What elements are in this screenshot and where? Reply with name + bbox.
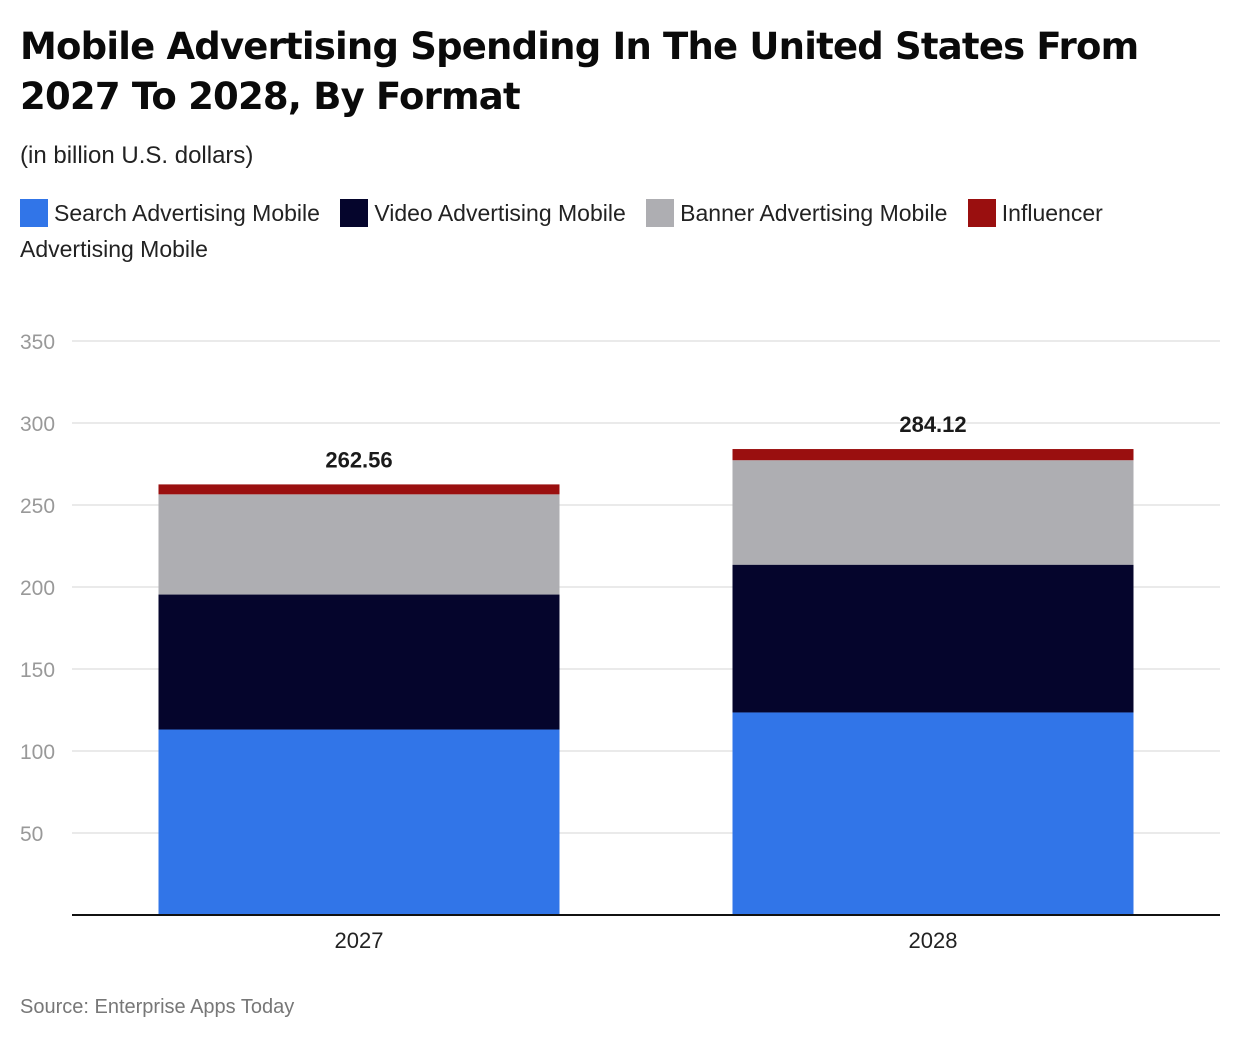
y-tick-label-350: 350 [20, 331, 55, 354]
bar-2027-search-advertising-mobile [158, 729, 560, 915]
y-tick-label-150: 150 [20, 659, 55, 682]
chart-subtitle: (in billion U.S. dollars) [20, 142, 254, 169]
legend-label-banner: Banner Advertising Mobile [680, 200, 948, 226]
y-tick-label-250: 250 [20, 495, 55, 518]
legend-item-banner: Banner Advertising Mobile [646, 199, 954, 227]
source-note: Source: Enterprise Apps Today [20, 996, 295, 1018]
total-label-2028: 284.12 [899, 412, 966, 437]
legend-item-influencer: Influencer Advertising Mobile [20, 199, 1103, 262]
y-tick-label-300: 300 [20, 413, 55, 436]
y-tick-label-200: 200 [20, 577, 55, 600]
y-tick-label-50: 50 [20, 823, 43, 846]
x-tick-label-2027: 2027 [335, 928, 384, 953]
bar-2028-influencer-advertising-mobile [732, 449, 1134, 461]
bar-2028-banner-advertising-mobile [732, 460, 1134, 565]
legend-swatch-banner [646, 199, 675, 227]
legend-item-video: Video Advertising Mobile [340, 199, 632, 227]
total-label-2027: 262.56 [325, 447, 392, 472]
y-tick-label-100: 100 [20, 741, 55, 764]
legend-label-search: Search Advertising Mobile [54, 200, 320, 226]
x-tick-label-2028: 2028 [909, 928, 958, 953]
legend-swatch-influencer [967, 199, 996, 227]
bar-2027-banner-advertising-mobile [158, 494, 560, 595]
bar-2027-influencer-advertising-mobile [158, 484, 560, 495]
legend-swatch-search [20, 199, 48, 227]
chart-title: Mobile Advertising Spending In The Unite… [20, 25, 1139, 118]
legend-label-influencer: Influencer Advertising Mobile [20, 200, 1103, 262]
bar-2028-search-advertising-mobile [732, 712, 1134, 915]
legend-label-video: Video Advertising Mobile [374, 200, 626, 226]
legend: Search Advertising Mobile Video Advertis… [20, 195, 1220, 267]
legend-item-search: Search Advertising Mobile [20, 199, 326, 227]
legend-swatch-video [340, 199, 369, 227]
bar-2027-video-advertising-mobile [158, 594, 560, 730]
bar-2028-video-advertising-mobile [732, 564, 1134, 713]
